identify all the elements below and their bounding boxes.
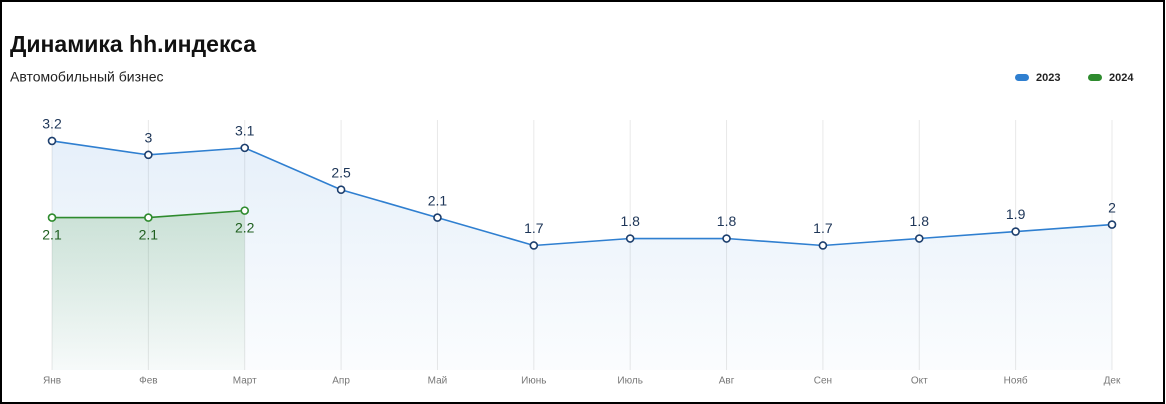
- x-tick-label: Нояб: [1004, 375, 1028, 387]
- point: [433, 213, 442, 222]
- legend-label: 2024: [1109, 72, 1134, 84]
- point: [336, 185, 346, 195]
- data-label: 1.8: [620, 213, 640, 229]
- data-label: 3.2: [42, 116, 62, 132]
- data-label: 3.1: [235, 123, 255, 139]
- x-tick-label: Сен: [814, 376, 832, 387]
- data-label: 2: [1108, 199, 1116, 215]
- area: [52, 210, 245, 370]
- point: [240, 143, 250, 153]
- point: [818, 241, 828, 250]
- chart-subtitle: Автомобильный бизнес: [10, 69, 164, 85]
- legend-label: 2023: [1036, 72, 1060, 84]
- area: [52, 140, 1112, 370]
- data-label: 2.1: [42, 226, 62, 242]
- x-tick-label: Июнь: [521, 376, 546, 387]
- line: [51, 140, 1113, 247]
- point: [1011, 227, 1020, 236]
- x-tick-label: Фев: [139, 376, 157, 387]
- data-label: 1.8: [910, 213, 930, 229]
- chart-title: Динамика hh.индекса: [10, 31, 256, 57]
- data-label: 2.1: [139, 226, 159, 242]
- x-tick-label: Авг: [719, 376, 735, 387]
- x-tick-label: Апр: [332, 376, 350, 387]
- x-tick-label: Дек: [1104, 376, 1121, 387]
- point: [529, 241, 539, 250]
- data-label: 1.7: [813, 220, 833, 236]
- legend-swatch: [1088, 74, 1102, 81]
- point: [144, 150, 153, 160]
- data-label: 1.8: [717, 213, 737, 229]
- data-label: 1.7: [524, 220, 544, 236]
- data-label: 1.9: [1006, 206, 1026, 222]
- point: [914, 234, 924, 243]
- data-label: 2.1: [428, 192, 448, 208]
- point: [47, 136, 57, 146]
- point: [144, 213, 153, 222]
- point: [240, 206, 250, 215]
- x-tick-label: Май: [428, 376, 448, 387]
- data-label: 3: [144, 130, 152, 146]
- legend-swatch: [1015, 74, 1029, 81]
- data-label: 2.5: [331, 164, 351, 180]
- x-tick-label: Июль: [617, 376, 643, 387]
- point: [47, 213, 57, 222]
- data-label: 2.2: [235, 219, 255, 235]
- point: [1107, 220, 1117, 229]
- point: [625, 234, 635, 243]
- x-tick-label: Окт: [911, 376, 928, 387]
- x-tick-label: Янв: [43, 376, 61, 387]
- point: [722, 234, 731, 243]
- x-tick-label: Март: [233, 376, 257, 387]
